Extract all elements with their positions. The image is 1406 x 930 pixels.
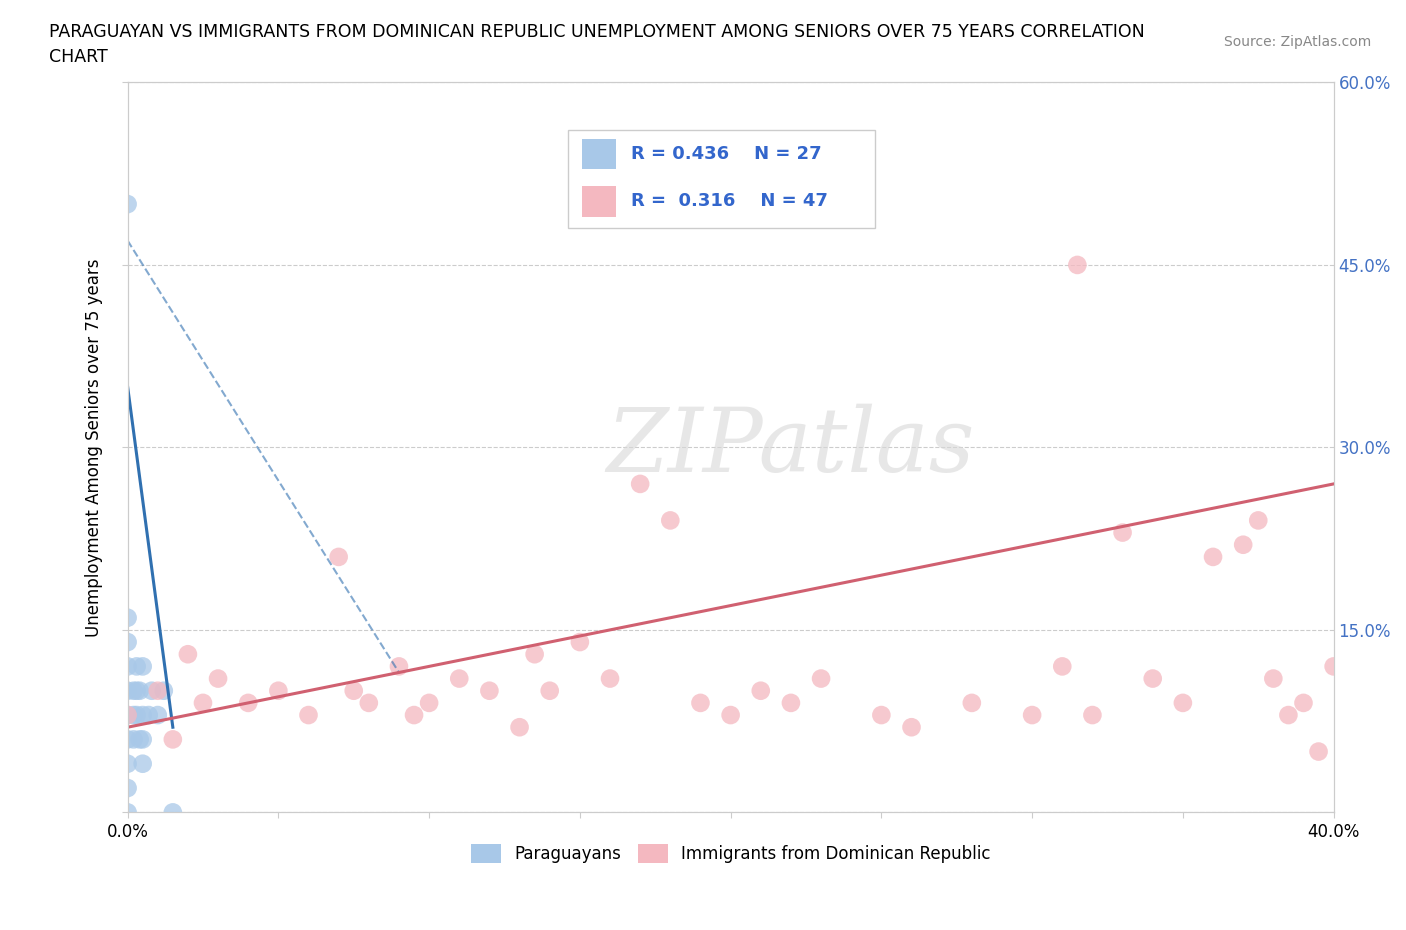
Point (628, 476, 651, 491)
Point (900, 720, 922, 735)
Point (343, 684, 366, 698)
Point (599, 671, 621, 686)
Point (1232, 538, 1254, 552)
Text: ZIPatlas: ZIPatlas (607, 404, 976, 491)
Point (402, 708, 425, 723)
Point (388, 659, 411, 674)
Point (117, 780, 139, 795)
Text: Source: ZipAtlas.com: Source: ZipAtlas.com (1223, 35, 1371, 49)
Point (1142, 671, 1164, 686)
Point (1308, 744, 1330, 759)
Point (478, 684, 501, 698)
Point (146, 684, 169, 698)
Point (810, 671, 832, 686)
Point (131, 732, 153, 747)
Point (117, 196, 139, 211)
Point (117, 708, 139, 723)
Point (509, 720, 531, 735)
Point (131, 708, 153, 723)
Point (1247, 513, 1270, 528)
Point (960, 696, 983, 711)
Point (720, 708, 742, 723)
Point (117, 610, 139, 625)
Point (538, 684, 561, 698)
Point (125, 708, 148, 723)
Point (152, 684, 174, 698)
Point (125, 684, 148, 698)
Point (297, 708, 319, 723)
Point (125, 659, 148, 674)
Point (689, 696, 711, 711)
Point (191, 696, 214, 711)
Point (117, 756, 139, 771)
Text: PARAGUAYAN VS IMMIGRANTS FROM DOMINICAN REPUBLIC UNEMPLOYMENT AMONG SENIORS OVER: PARAGUAYAN VS IMMIGRANTS FROM DOMINICAN … (49, 23, 1144, 41)
Point (1292, 696, 1315, 711)
Point (122, 684, 145, 698)
Point (418, 696, 440, 711)
Point (449, 671, 471, 686)
Point (122, 708, 145, 723)
Point (122, 732, 145, 747)
Point (162, 732, 184, 747)
FancyBboxPatch shape (582, 139, 616, 169)
Point (146, 708, 169, 723)
Point (1021, 708, 1043, 723)
Point (267, 684, 290, 698)
Point (128, 684, 150, 698)
Point (128, 732, 150, 747)
Point (870, 708, 893, 723)
Point (1052, 659, 1074, 674)
Point (1277, 708, 1299, 723)
Point (568, 634, 591, 649)
Point (1263, 671, 1285, 686)
Point (357, 696, 380, 711)
FancyBboxPatch shape (568, 130, 876, 229)
Point (117, 732, 139, 747)
Point (238, 696, 260, 711)
FancyBboxPatch shape (582, 186, 616, 217)
Point (523, 646, 546, 661)
Point (117, 708, 139, 723)
Y-axis label: Unemployment Among Seniors over 75 years: Unemployment Among Seniors over 75 years (86, 259, 103, 637)
Point (117, 634, 139, 649)
Point (177, 646, 200, 661)
Point (117, 805, 139, 820)
Point (780, 696, 803, 711)
Text: R = 0.436    N = 27: R = 0.436 N = 27 (630, 145, 821, 163)
Point (1323, 659, 1346, 674)
Point (1111, 525, 1133, 540)
Point (1066, 258, 1088, 272)
Point (1202, 550, 1225, 565)
Point (749, 684, 772, 698)
Legend: Paraguayans, Immigrants from Dominican Republic: Paraguayans, Immigrants from Dominican R… (464, 837, 997, 870)
Point (131, 659, 153, 674)
Point (117, 659, 139, 674)
Point (162, 805, 184, 820)
Point (117, 684, 139, 698)
Point (659, 513, 682, 528)
Point (138, 708, 160, 723)
Point (1081, 708, 1104, 723)
Point (141, 684, 163, 698)
Point (131, 756, 153, 771)
Text: R =  0.316    N = 47: R = 0.316 N = 47 (630, 193, 827, 210)
Point (1171, 696, 1194, 711)
Point (207, 671, 229, 686)
Text: CHART: CHART (49, 48, 108, 66)
Point (328, 550, 350, 565)
